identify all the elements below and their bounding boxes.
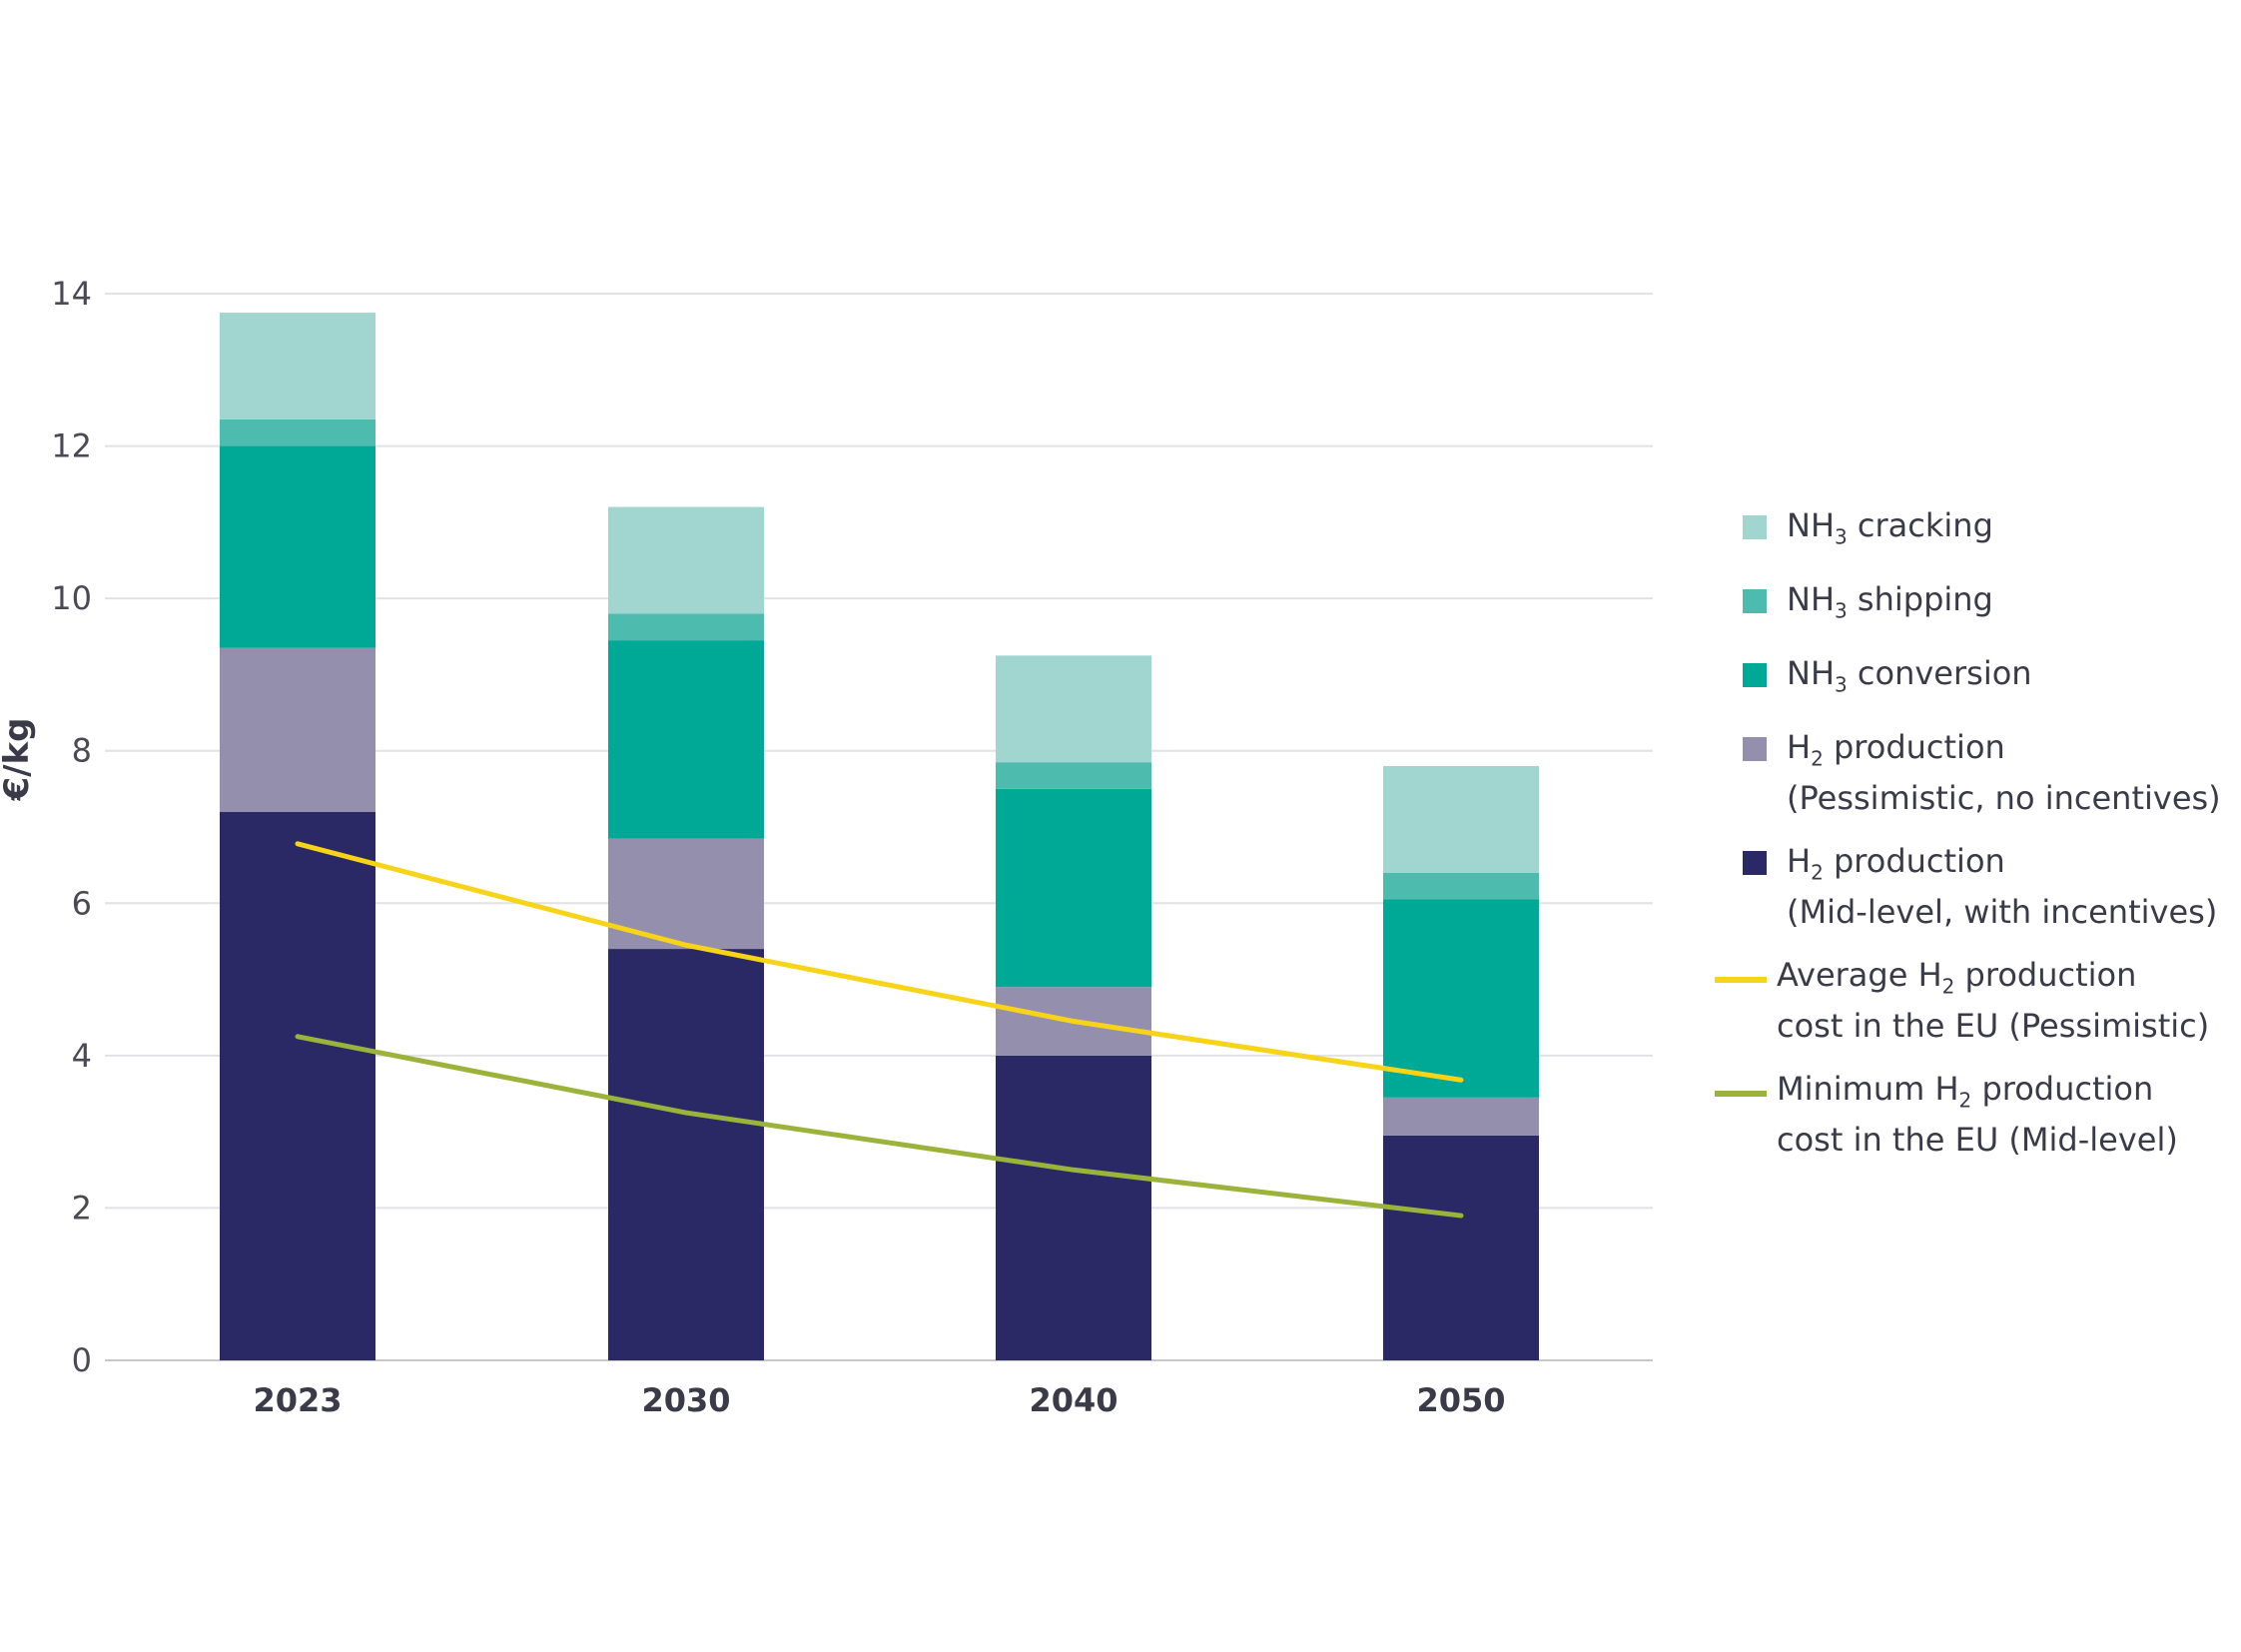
x-tick-label: 2023 [253, 1381, 342, 1419]
legend-label-prefix: NH [1787, 654, 1835, 692]
bars [220, 313, 1539, 1360]
legend-label-prefix: NH [1787, 506, 1835, 544]
legend-label-prefix: NH [1787, 580, 1835, 618]
legend-label-suffix: shipping [1847, 580, 1993, 618]
y-tick-label: 10 [51, 579, 92, 617]
bar-segment-nh3_ship-2030 [608, 613, 764, 641]
legend-swatch [1715, 977, 1767, 983]
legend-label-subscript: 3 [1835, 598, 1848, 623]
legend-swatch [1743, 737, 1767, 761]
line-avg_pess [295, 841, 1464, 1083]
bar-segment-nh3_conv-2023 [220, 445, 375, 648]
legend-label-prefix: Average H [1777, 956, 1942, 994]
legend-label: NH3 cracking [1787, 505, 1993, 556]
bar-segment-nh3_crack-2023 [220, 313, 375, 419]
bar-segment-nh3_conv-2030 [608, 640, 764, 839]
legend-swatch [1743, 851, 1767, 875]
legend-item-nh3_crack: NH3 cracking [1743, 505, 1993, 556]
bar-segment-h2_mid-2050 [1383, 1135, 1539, 1360]
bar-segment-nh3_crack-2040 [996, 655, 1151, 763]
legend-label-line2: cost in the EU (Mid-level) [1777, 1121, 2178, 1160]
line-min_mid [295, 1034, 1464, 1219]
legend-label-line2: (Mid-level, with incentives) [1787, 893, 2218, 932]
legend-swatch [1743, 663, 1767, 687]
legend-label-suffix: cracking [1847, 506, 1993, 544]
bar-segment-nh3_ship-2040 [996, 762, 1151, 789]
legend-label: H2 production (Pessimistic, no incentives… [1787, 727, 2221, 818]
bar-segment-nh3_conv-2050 [1383, 899, 1539, 1098]
bar-segment-h2_pess-2023 [220, 647, 375, 812]
y-tick-label: 0 [72, 1341, 92, 1379]
legend-item-nh3_ship: NH3 shipping [1743, 579, 1993, 630]
y-tick-label: 4 [72, 1037, 92, 1075]
legend-item-min_mid: Minimum H2 production cost in the EU (Mid… [1715, 1069, 2178, 1160]
legend-label: H2 production (Mid-level, with incentives… [1787, 841, 2217, 932]
legend-item-h2_mid: H2 production (Mid-level, with incentives… [1743, 841, 2217, 932]
legend-label-line2: cost in the EU (Pessimistic) [1777, 1007, 2210, 1046]
trend-lines [295, 841, 1464, 1219]
y-axis-ticks: 0 2 4 6 8 10 12 14 [51, 275, 92, 1379]
x-tick-label: 2050 [1416, 1381, 1505, 1419]
bar-segment-nh3_conv-2040 [996, 788, 1151, 988]
bar-segment-nh3_crack-2050 [1383, 765, 1539, 873]
legend-label-prefix: H [1787, 728, 1812, 766]
bar-segment-nh3_crack-2030 [608, 506, 764, 614]
legend-swatch [1743, 515, 1767, 539]
x-tick-label: 2030 [641, 1381, 730, 1419]
legend-label-subscript: 2 [1811, 746, 1824, 771]
x-tick-label: 2040 [1029, 1381, 1118, 1419]
legend-item-nh3_conv: NH3 conversion [1743, 653, 2032, 704]
bar-segment-nh3_ship-2023 [220, 418, 375, 446]
bar-segment-h2_mid-2030 [608, 949, 764, 1360]
legend-label-suffix: conversion [1847, 654, 2032, 692]
legend-label-subscript: 3 [1835, 524, 1848, 549]
bar-segment-h2_pess-2050 [1383, 1097, 1539, 1136]
bar-segment-nh3_ship-2050 [1383, 872, 1539, 900]
legend-label-subscript: 2 [1811, 860, 1824, 885]
legend-label-subscript: 2 [1958, 1088, 1972, 1113]
legend-label-suffix: production [1954, 956, 2137, 994]
legend-swatch [1743, 589, 1767, 613]
legend-label: Average H2 production cost in the EU (Pes… [1777, 955, 2209, 1046]
y-tick-label: 2 [72, 1189, 92, 1227]
legend-label: NH3 shipping [1787, 579, 1993, 630]
legend-label-subscript: 3 [1835, 672, 1848, 697]
bar-segment-h2_mid-2040 [996, 1055, 1151, 1360]
x-axis-labels: 2023 2030 2040 2050 [253, 1381, 1505, 1419]
y-tick-label: 12 [51, 427, 92, 465]
bar-segment-h2_mid-2023 [220, 811, 375, 1360]
y-tick-label: 8 [72, 732, 92, 770]
legend-label-subscript: 2 [1941, 974, 1955, 999]
legend-label: Minimum H2 production cost in the EU (Mid… [1777, 1069, 2178, 1160]
legend-label-line2: (Pessimistic, no incentives) [1787, 779, 2221, 818]
legend-label: NH3 conversion [1787, 653, 2032, 704]
legend-swatch [1715, 1091, 1767, 1097]
y-tick-label: 6 [72, 884, 92, 922]
legend-label-suffix: production [1971, 1070, 2154, 1108]
legend-item-avg_pess: Average H2 production cost in the EU (Pes… [1715, 955, 2209, 1046]
legend-item-h2_pess: H2 production (Pessimistic, no incentives… [1743, 727, 2221, 818]
legend-label-prefix: H [1787, 842, 1812, 880]
y-tick-label: 14 [51, 275, 92, 313]
y-axis-title: €/kg [0, 717, 37, 801]
legend-label-suffix: production [1823, 728, 2005, 766]
legend-label-suffix: production [1823, 842, 2005, 880]
legend-label-prefix: Minimum H [1777, 1070, 1959, 1108]
